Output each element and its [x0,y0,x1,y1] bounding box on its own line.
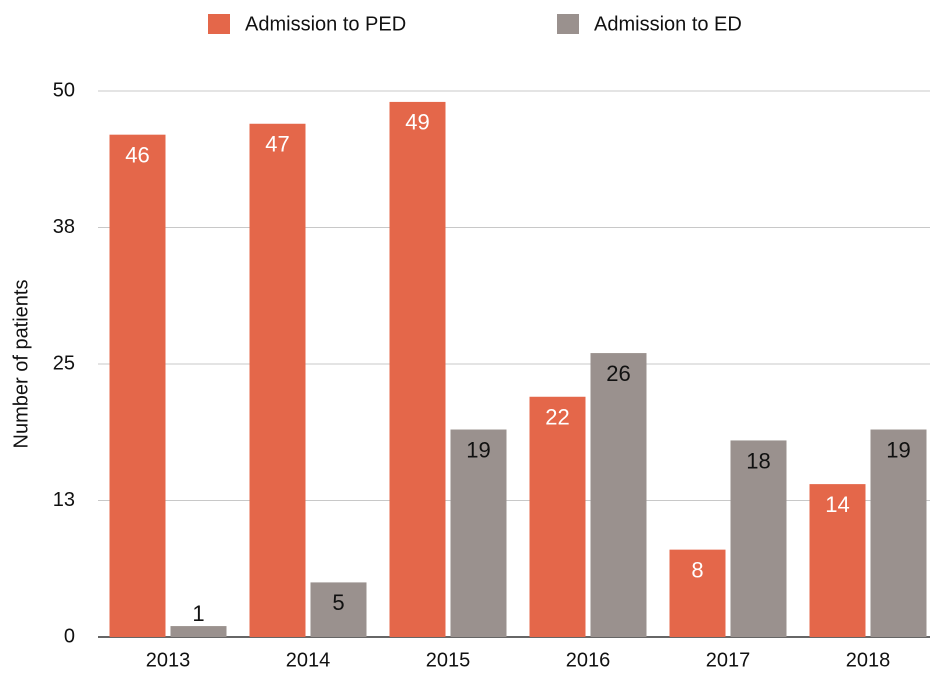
bar [109,134,166,637]
bar [450,429,507,637]
bar [870,429,927,637]
value-label: 49 [405,110,429,135]
x-tick-label: 2015 [426,649,471,671]
value-label: 19 [466,437,490,462]
legend-swatch [208,14,230,34]
y-tick-label: 13 [53,489,75,511]
bar [389,101,446,638]
y-tick-label: 38 [53,216,75,238]
bar [669,549,726,637]
value-label: 47 [265,132,289,157]
bar [170,626,227,637]
x-tick-label: 2013 [146,649,191,671]
y-axis-label: Number of patients [10,280,32,449]
y-tick-label: 50 [53,79,75,101]
x-tick-label: 2017 [706,649,751,671]
value-label: 18 [746,448,770,473]
bar [249,123,306,637]
x-tick-label: 2018 [846,649,891,671]
value-label: 8 [691,557,703,582]
value-label: 22 [545,405,569,430]
value-label: 5 [332,590,344,615]
value-label: 1 [192,601,204,626]
x-tick-label: 2016 [566,649,611,671]
bar [730,440,787,637]
bar [809,484,866,637]
bar [529,396,586,637]
value-label: 46 [125,142,149,167]
bar [310,582,367,637]
value-label: 19 [886,437,910,462]
y-tick-label: 25 [53,352,75,374]
value-label: 14 [825,492,849,517]
legend-swatch [557,14,579,34]
x-tick-label: 2014 [286,649,331,671]
legend-label: Admission to PED [245,13,406,35]
bar [590,353,647,637]
legend-label: Admission to ED [594,13,742,35]
value-label: 26 [606,361,630,386]
y-tick-label: 0 [64,625,75,647]
